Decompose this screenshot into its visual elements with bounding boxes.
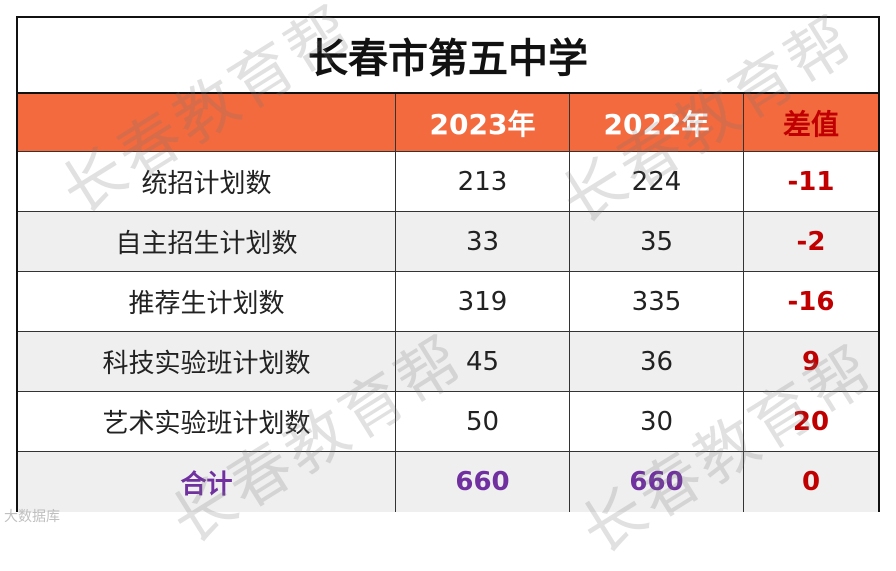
header-diff: 差值: [782, 107, 839, 141]
value-diff: -2: [796, 226, 826, 257]
table-header-row: 2023年 2022年 差值: [18, 94, 878, 152]
value-2022: 224: [570, 152, 744, 211]
total-label: 合计: [18, 452, 396, 512]
total-2023: 660: [396, 452, 570, 512]
table-row: 自主招生计划数 33 35 -2: [18, 212, 878, 272]
total-diff: 0: [801, 467, 821, 497]
table-row: 推荐生计划数 319 335 -16: [18, 272, 878, 332]
value-2022: 335: [570, 272, 744, 331]
row-label: 艺术实验班计划数: [18, 392, 396, 451]
total-2022: 660: [570, 452, 744, 512]
value-2023: 50: [396, 392, 570, 451]
table-row: 艺术实验班计划数 50 30 20: [18, 392, 878, 452]
header-2023: 2023年: [396, 94, 570, 151]
value-diff: -11: [787, 166, 835, 197]
row-label: 自主招生计划数: [18, 212, 396, 271]
row-label: 科技实验班计划数: [18, 332, 396, 391]
table-row: 科技实验班计划数 45 36 9: [18, 332, 878, 392]
table-row: 统招计划数 213 224 -11: [18, 152, 878, 212]
row-label: 推荐生计划数: [18, 272, 396, 331]
value-2022: 35: [570, 212, 744, 271]
value-diff: -16: [787, 286, 835, 317]
value-diff: 20: [792, 406, 830, 437]
value-diff: 9: [801, 346, 821, 377]
row-label: 统招计划数: [18, 152, 396, 211]
value-2022: 30: [570, 392, 744, 451]
footer-note: 大数据库: [4, 509, 60, 525]
value-2023: 45: [396, 332, 570, 391]
value-2023: 33: [396, 212, 570, 271]
table-title: 长春市第五中学: [18, 18, 878, 94]
value-2023: 319: [396, 272, 570, 331]
total-row: 合计 660 660 0: [18, 452, 878, 512]
header-2022: 2022年: [570, 94, 744, 151]
value-2022: 36: [570, 332, 744, 391]
value-2023: 213: [396, 152, 570, 211]
data-table: 长春市第五中学 2023年 2022年 差值 统招计划数 213 224 -11…: [16, 16, 880, 512]
header-blank: [18, 94, 396, 151]
